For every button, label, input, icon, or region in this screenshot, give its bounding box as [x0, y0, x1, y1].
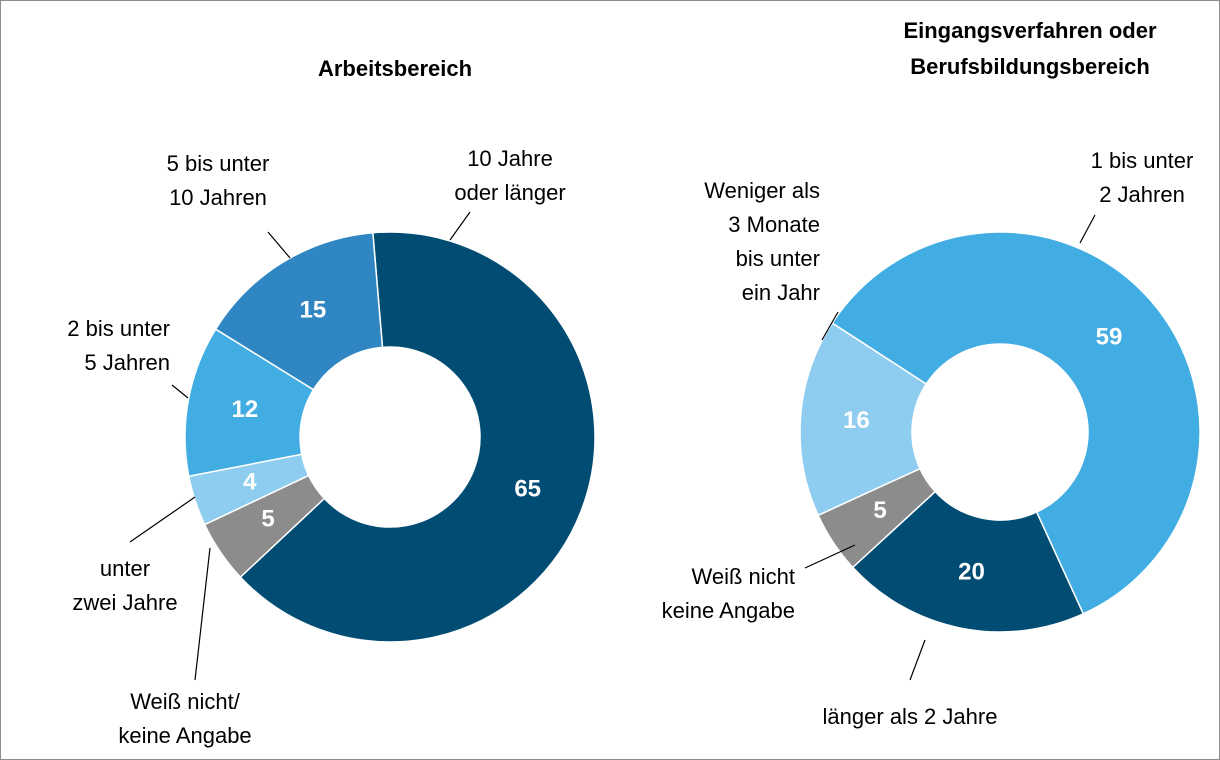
category-label: oder länger	[454, 180, 565, 205]
category-label: unter	[100, 556, 150, 581]
category-label: 5 bis unter	[167, 151, 270, 176]
category-label: Weniger als	[704, 178, 820, 203]
value-label: 12	[232, 396, 259, 423]
category-label: 1 bis unter	[1091, 148, 1194, 173]
value-label: 20	[958, 559, 985, 586]
category-label: 10 Jahren	[169, 185, 267, 210]
category-label: ein Jahr	[742, 280, 820, 305]
leader-line	[267, 231, 291, 259]
category-label: 10 Jahre	[467, 146, 553, 171]
value-label: 5	[261, 505, 274, 532]
leader-line	[909, 639, 926, 681]
leader-line	[171, 384, 189, 399]
chart-title: Arbeitsbereich	[318, 56, 472, 81]
category-label: zwei Jahre	[72, 590, 177, 615]
category-label: 3 Monate	[728, 212, 820, 237]
value-label: 16	[843, 407, 870, 434]
category-label: keine Angabe	[662, 598, 795, 623]
value-label: 65	[514, 475, 541, 502]
donut-slice	[851, 490, 1085, 633]
leader-line	[129, 496, 196, 543]
value-label: 15	[300, 297, 327, 324]
category-label: bis unter	[736, 246, 820, 271]
category-label: keine Angabe	[118, 723, 251, 748]
category-label: länger als 2 Jahre	[823, 704, 998, 729]
donut-slice	[239, 231, 596, 643]
leader-line	[194, 547, 211, 681]
category-label: 2 bis unter	[67, 316, 170, 341]
chart-title: Eingangsverfahren oder	[903, 18, 1157, 43]
leader-line	[1079, 214, 1096, 244]
category-label: 5 Jahren	[84, 350, 170, 375]
category-label: Weiß nicht/	[130, 689, 241, 714]
leader-line	[449, 211, 471, 241]
value-label: 59	[1096, 323, 1123, 350]
leader-line	[821, 311, 839, 341]
leader-line	[804, 544, 856, 569]
donut-slice	[214, 231, 384, 391]
category-label: 2 Jahren	[1099, 182, 1185, 207]
chart-title: Berufsbildungsbereich	[910, 54, 1150, 79]
donut-slice	[831, 231, 1201, 615]
value-label: 5	[873, 497, 886, 524]
category-label: Weiß nicht	[691, 564, 795, 589]
value-label: 4	[243, 468, 257, 495]
